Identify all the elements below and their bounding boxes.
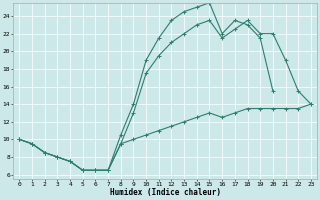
X-axis label: Humidex (Indice chaleur): Humidex (Indice chaleur) bbox=[110, 188, 220, 197]
